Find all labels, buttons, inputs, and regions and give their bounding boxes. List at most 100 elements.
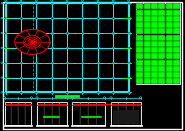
- Bar: [51, 3, 53, 4]
- Bar: [166, 41, 173, 47]
- Bar: [166, 28, 173, 34]
- Bar: [51, 32, 53, 34]
- Bar: [51, 62, 53, 63]
- Bar: [5, 32, 6, 34]
- Bar: [166, 10, 173, 16]
- Bar: [144, 47, 151, 53]
- Bar: [20, 47, 22, 48]
- Bar: [136, 41, 143, 47]
- Bar: [97, 62, 99, 63]
- Bar: [158, 60, 165, 66]
- Bar: [128, 77, 130, 78]
- Bar: [144, 60, 151, 66]
- Bar: [66, 32, 68, 34]
- Bar: [111, 102, 141, 125]
- Bar: [136, 47, 143, 53]
- Bar: [144, 10, 151, 16]
- Bar: [20, 17, 22, 19]
- Bar: [51, 92, 53, 93]
- Bar: [97, 77, 99, 78]
- Bar: [136, 10, 143, 16]
- Bar: [158, 28, 165, 34]
- Bar: [144, 35, 151, 41]
- Bar: [35, 17, 37, 19]
- Bar: [35, 62, 37, 63]
- Bar: [58, 103, 60, 124]
- Bar: [5, 77, 6, 78]
- Bar: [82, 92, 83, 93]
- Bar: [20, 47, 22, 48]
- Bar: [158, 72, 165, 78]
- Bar: [51, 77, 53, 78]
- Bar: [112, 3, 114, 4]
- Bar: [5, 62, 6, 63]
- Circle shape: [35, 0, 37, 1]
- Bar: [128, 17, 130, 19]
- Bar: [128, 47, 130, 48]
- Bar: [5, 47, 6, 48]
- Bar: [166, 72, 173, 78]
- Bar: [51, 92, 53, 93]
- Bar: [66, 77, 68, 78]
- Circle shape: [5, 0, 6, 1]
- Bar: [158, 16, 165, 22]
- Circle shape: [71, 97, 73, 98]
- Bar: [158, 3, 165, 9]
- Bar: [35, 32, 37, 34]
- Bar: [112, 62, 114, 63]
- Bar: [35, 3, 37, 4]
- Bar: [97, 47, 99, 48]
- Circle shape: [20, 0, 22, 1]
- Bar: [136, 3, 143, 9]
- Bar: [4, 103, 6, 124]
- Bar: [173, 28, 180, 34]
- Bar: [173, 41, 180, 47]
- Bar: [166, 66, 173, 72]
- Bar: [35, 47, 37, 48]
- Bar: [71, 103, 73, 124]
- Bar: [20, 92, 22, 93]
- Bar: [151, 78, 158, 84]
- Bar: [82, 77, 83, 78]
- Bar: [158, 78, 165, 84]
- Bar: [66, 47, 68, 48]
- Bar: [66, 17, 68, 19]
- Bar: [112, 47, 114, 48]
- Circle shape: [82, 0, 83, 1]
- Bar: [51, 103, 53, 124]
- Bar: [31, 41, 34, 43]
- Bar: [166, 16, 173, 22]
- Bar: [144, 22, 151, 28]
- Bar: [112, 3, 114, 4]
- Bar: [136, 53, 143, 59]
- Bar: [166, 53, 173, 59]
- Bar: [158, 66, 165, 72]
- Bar: [136, 60, 143, 66]
- Bar: [51, 47, 53, 48]
- Bar: [166, 35, 173, 41]
- Bar: [166, 47, 173, 53]
- Bar: [166, 60, 173, 66]
- Bar: [82, 17, 83, 19]
- Bar: [82, 77, 83, 78]
- Bar: [112, 92, 114, 93]
- Bar: [51, 62, 53, 63]
- Bar: [35, 92, 37, 93]
- Circle shape: [1, 77, 3, 78]
- Bar: [97, 77, 99, 78]
- Bar: [173, 66, 180, 72]
- Bar: [20, 62, 22, 63]
- Bar: [173, 60, 180, 66]
- Circle shape: [1, 3, 3, 4]
- Bar: [144, 72, 151, 78]
- Bar: [151, 3, 158, 9]
- Bar: [31, 103, 32, 124]
- Circle shape: [1, 17, 3, 19]
- Circle shape: [36, 97, 38, 98]
- Bar: [5, 17, 6, 19]
- Bar: [66, 77, 68, 78]
- Bar: [20, 77, 22, 78]
- Bar: [35, 77, 37, 78]
- Circle shape: [1, 92, 3, 93]
- Bar: [158, 47, 165, 53]
